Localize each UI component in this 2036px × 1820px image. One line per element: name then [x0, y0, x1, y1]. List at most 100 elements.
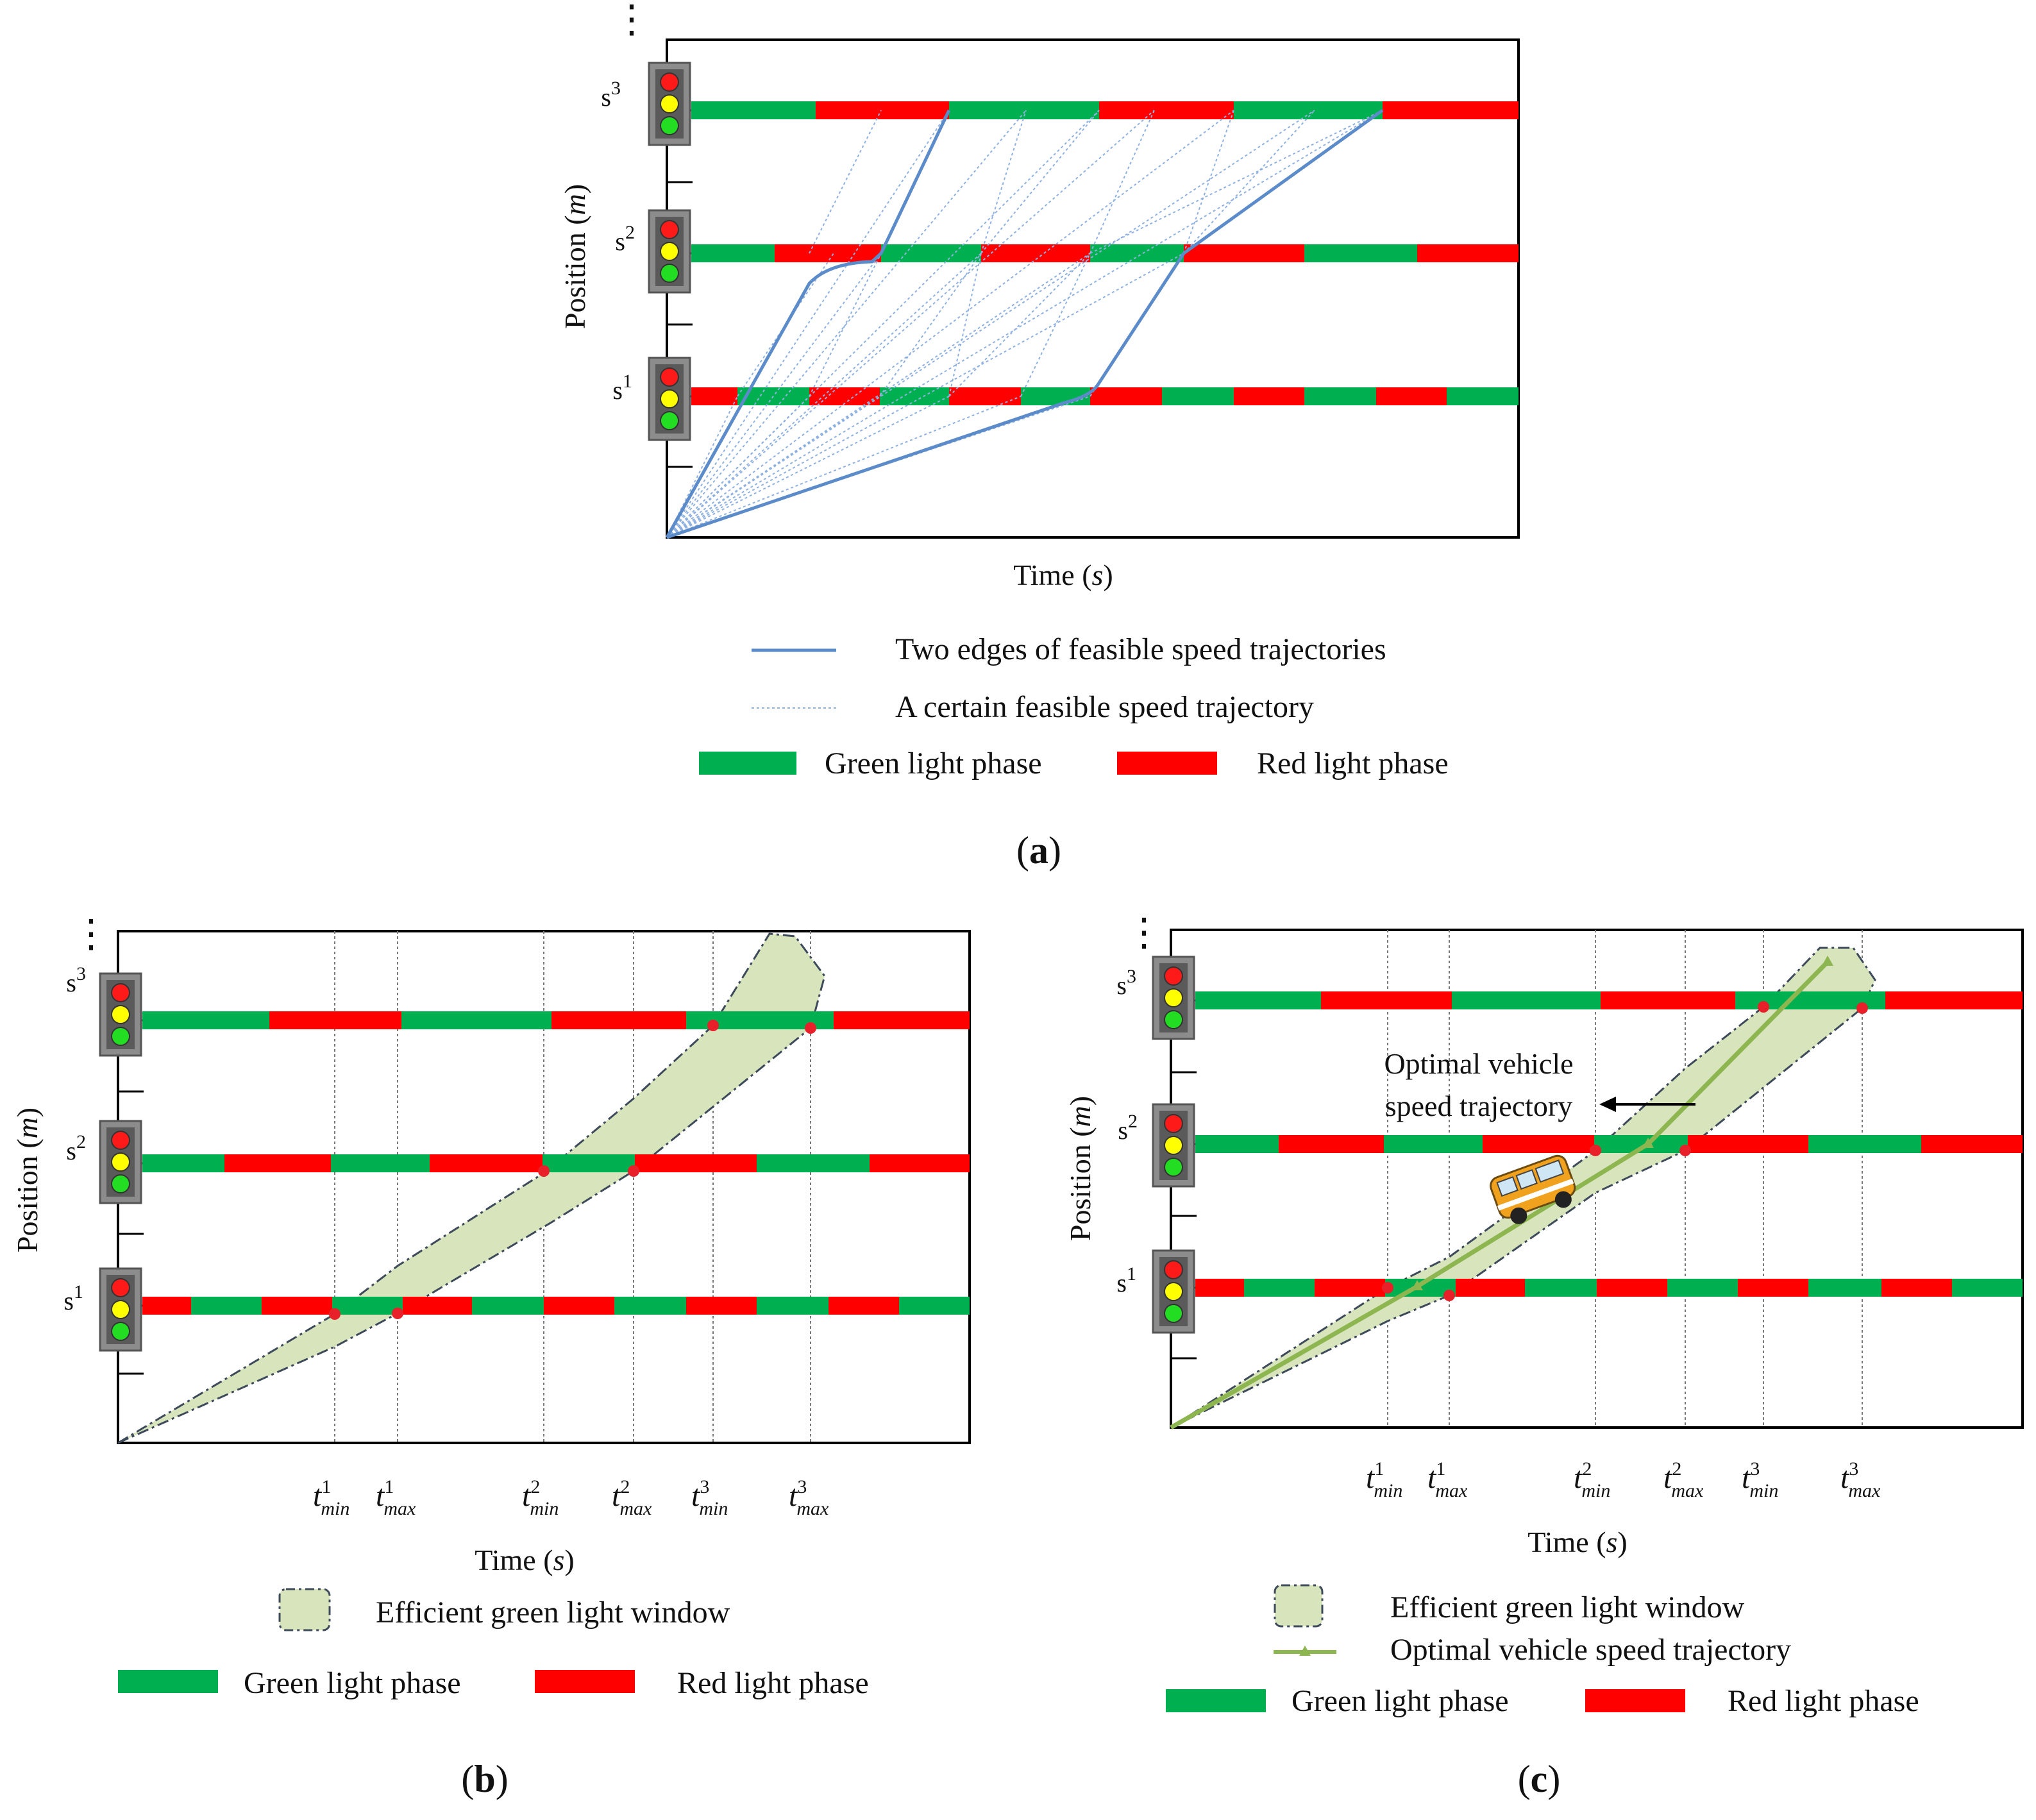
panel-a-ellipsis: ⋮	[612, 0, 651, 40]
red-phase-segment	[1315, 1279, 1385, 1297]
feasible-trajectory	[666, 396, 1022, 538]
time-tick-label: t1 min	[313, 1476, 349, 1519]
green-phase-segment	[1090, 244, 1184, 262]
green-phase-segment	[899, 1297, 970, 1315]
green-phase-segment	[1525, 1279, 1597, 1297]
red-phase-segment	[1417, 244, 1519, 262]
feasible-trajectory	[879, 253, 982, 397]
legend-b-window-label: Efficient green light window	[376, 1596, 730, 1630]
green-phase-segment	[332, 1297, 403, 1315]
red-phase-segment	[1597, 1279, 1667, 1297]
legend-c-optimal-marker	[1299, 1646, 1311, 1656]
panel-c-y-axis-title: Position (m)	[1064, 1096, 1097, 1241]
green-phase-segment	[1195, 1135, 1279, 1153]
legend-c-green-swatch	[1166, 1689, 1266, 1712]
crossing-point	[707, 1020, 719, 1031]
green-phase-segment	[1244, 1279, 1315, 1297]
panel-a-y-axis-title: Position (m)	[559, 184, 591, 329]
panel-c-x-axis-title: Time (s)	[1527, 1526, 1628, 1558]
red-phase-segment	[1483, 1135, 1594, 1153]
time-tick-label: t2 max	[612, 1476, 652, 1519]
legend-feasible-label: A certain feasible speed trajectory	[895, 690, 1314, 724]
red-phase-segment	[1184, 244, 1304, 262]
traffic-light-icon	[1152, 1103, 1195, 1188]
time-tick-label: t3 max	[789, 1476, 829, 1519]
green-phase-segment	[881, 244, 981, 262]
red-phase-segment	[1881, 1279, 1952, 1297]
legend-b-red-swatch	[535, 1670, 635, 1693]
legend-b-green-label: Green light phase	[244, 1666, 461, 1700]
green-phase-segment	[142, 1154, 224, 1172]
green-phase-segment	[191, 1297, 262, 1315]
time-tick-label: t1 min	[1366, 1458, 1402, 1501]
panel-b-y-axis-title: Position (m)	[11, 1108, 44, 1252]
traffic-light-icon	[648, 62, 691, 146]
panel-c-optimal-markers	[1411, 956, 1833, 1290]
green-phase-segment	[1195, 991, 1321, 1009]
panel-b-station-s2: s2	[66, 1131, 86, 1165]
crossing-point	[1382, 1282, 1393, 1293]
panel-c-ellipsis: ⋮	[1125, 911, 1163, 954]
panel-c-time-ticks: t1 min t1 max t2 min t2 max t3 min t3 max	[1366, 1458, 1881, 1501]
legend-c-green-label: Green light phase	[1291, 1684, 1509, 1718]
red-phase-segment	[1195, 1279, 1244, 1297]
green-phase-segment	[757, 1297, 829, 1315]
panel-b-green-window	[117, 932, 826, 1444]
panel-b-traffic-lights	[99, 972, 142, 1352]
red-phase-segment	[1321, 991, 1452, 1009]
red-phase-segment	[816, 101, 949, 119]
red-phase-segment	[551, 1011, 686, 1029]
panel-c-green-window	[1170, 947, 1876, 1429]
van-icon	[1490, 1154, 1576, 1224]
feasible-trajectory	[980, 110, 1100, 254]
feasible-trajectory	[666, 253, 982, 538]
feasible-trajectory	[980, 110, 1027, 254]
panel-b: t1 min t1 max t2 min t2 max t3 min t3 max ⋮ s3 s2 s…	[11, 913, 971, 1800]
green-phase-segment	[1304, 387, 1376, 405]
green-phase-segment	[1162, 387, 1234, 405]
red-phase-segment	[635, 1154, 757, 1172]
green-phase-segment	[1447, 387, 1519, 405]
panel-a-station-s3: s3	[601, 78, 621, 112]
green-phase-segment	[543, 1154, 635, 1172]
optimal-marker	[1642, 1138, 1654, 1148]
red-phase-segment	[691, 387, 737, 405]
red-phase-segment	[1885, 991, 2023, 1009]
panel-b-ellipsis: ⋮	[72, 913, 110, 955]
panel-c-traffic-lights	[1152, 956, 1195, 1334]
time-tick-label: t2 min	[1574, 1458, 1610, 1501]
panel-a-traffic-lights	[648, 62, 691, 441]
legend-red-label: Red light phase	[1257, 746, 1449, 780]
legend-red-swatch	[1117, 752, 1217, 775]
green-phase-segment	[1021, 387, 1090, 405]
feasible-trajectory	[809, 253, 882, 397]
feasible-trajectory	[666, 110, 1315, 538]
panel-a-signal-bars	[691, 101, 1519, 405]
green-phase-segment	[1234, 101, 1383, 119]
optimal-marker	[1411, 1280, 1423, 1290]
red-phase-segment	[775, 244, 881, 262]
red-phase-segment	[1090, 387, 1162, 405]
red-phase-segment	[829, 1297, 899, 1315]
crossing-point	[1679, 1145, 1691, 1156]
panel-b-time-guides	[334, 931, 811, 1443]
crossing-point	[1443, 1290, 1455, 1301]
panel-a-station-s2: s2	[615, 222, 635, 256]
feasible-trajectory	[1183, 110, 1315, 254]
panel-a: ⋮ s3 s2 s1 Position (m) Time (s) Two edg…	[559, 0, 1520, 872]
red-phase-segment	[949, 387, 1021, 405]
red-phase-segment	[834, 1011, 970, 1029]
green-phase-segment	[1452, 991, 1601, 1009]
red-phase-segment	[1234, 387, 1304, 405]
green-phase-segment	[331, 1154, 430, 1172]
panel-b-x-axis-title: Time (s)	[475, 1544, 575, 1576]
time-tick-label: t1 max	[376, 1476, 416, 1519]
crossing-point	[628, 1165, 639, 1177]
traffic-light-icon	[99, 972, 142, 1057]
feasible-trajectory	[666, 253, 1184, 538]
panel-b-station-s1: s1	[63, 1281, 83, 1315]
legend-c-red-label: Red light phase	[1728, 1684, 1919, 1718]
panel-b-time-ticks: t1 min t1 max t2 min t2 max t3 min t3 max	[313, 1476, 829, 1519]
red-phase-segment	[981, 244, 1090, 262]
